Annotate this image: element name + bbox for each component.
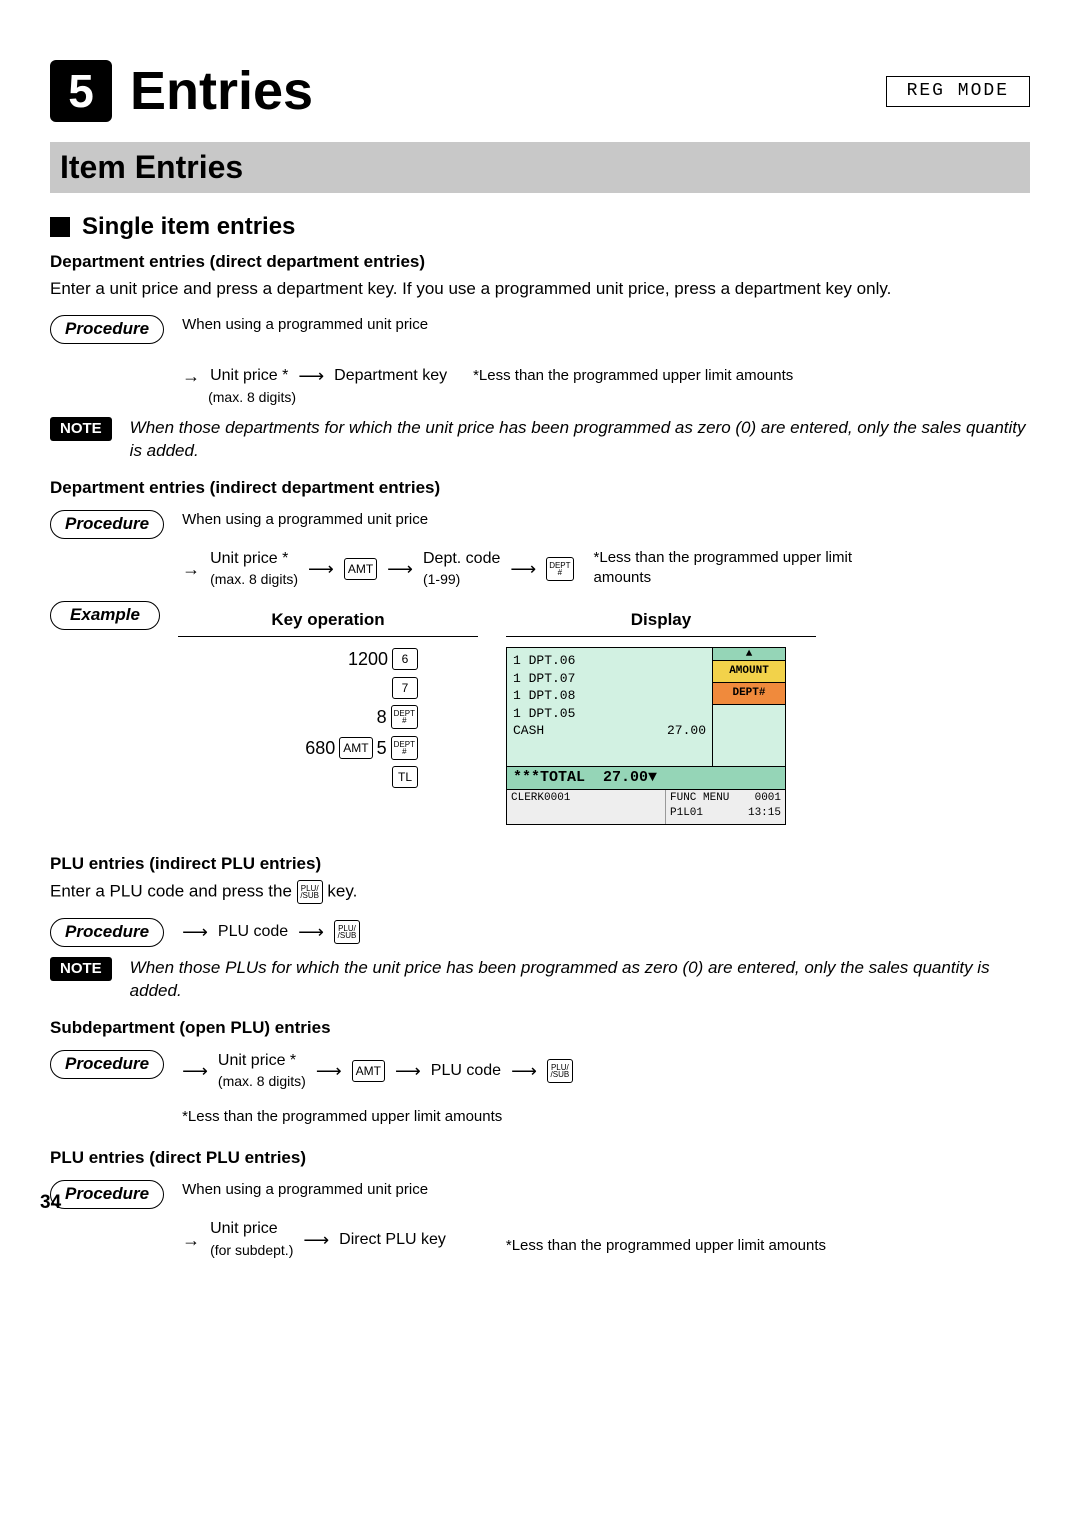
- proc2-unit-sub: (max. 8 digits): [210, 571, 298, 587]
- arrow-icon: →: [182, 1228, 200, 1252]
- procedure-indirect-dept: Procedure When using a programmed unit p…: [50, 510, 1030, 591]
- note-badge: NOTE: [50, 417, 112, 441]
- plu-sub-key-icon: PLU//SUB: [334, 920, 360, 944]
- note2-text: When those PLUs for which the unit price…: [130, 957, 1030, 1003]
- proc4-footnote: *Less than the programmed upper limit am…: [182, 1107, 1030, 1127]
- dept-direct-heading: Department entries (direct department en…: [50, 251, 1030, 274]
- proc5-unitprice: Unit price: [210, 1220, 278, 1237]
- arrow-icon: ⟶: [510, 557, 536, 581]
- dept-hash-key-icon: DEPT#: [391, 736, 418, 760]
- proc1-unit-sub: (max. 8 digits): [208, 388, 447, 407]
- arrow-icon: ⟶: [395, 1059, 421, 1083]
- page-number: 34: [40, 1190, 61, 1216]
- keyop-heading: Key operation: [178, 609, 478, 632]
- keyop-line-3: 8 DEPT#: [377, 705, 418, 729]
- keyop-line-4: 680 AMT 5 DEPT#: [305, 736, 418, 760]
- register-display: 1 DPT.06 1 DPT.07 1 DPT.08 1 DPT.05 CASH…: [506, 647, 786, 825]
- proc4-unit-sub: (max. 8 digits): [218, 1073, 306, 1089]
- plu-direct-heading: PLU entries (direct PLU entries): [50, 1147, 1030, 1170]
- procedure-subdept: Procedure ⟶ Unit price * (max. 8 digits)…: [50, 1050, 1030, 1127]
- dept-indirect-heading: Department entries (indirect department …: [50, 477, 1030, 500]
- proc5-unit-sub: (for subdept.): [210, 1242, 293, 1258]
- arrow-icon: ⟶: [387, 557, 413, 581]
- proc2-deptcode: Dept. code: [423, 550, 500, 567]
- tl-key-icon: TL: [392, 766, 418, 788]
- keyop-line-2: 7: [392, 677, 418, 699]
- display-amount-button[interactable]: AMOUNT: [713, 660, 785, 683]
- note-2: NOTE When those PLUs for which the unit …: [50, 957, 1030, 1003]
- plu-indirect-heading: PLU entries (indirect PLU entries): [50, 853, 1030, 876]
- amt-key-icon: AMT: [339, 737, 372, 759]
- num-key-icon: 6: [392, 648, 418, 670]
- proc1-deptkey: Department key: [334, 365, 447, 387]
- display-dept-button[interactable]: DEPT#: [713, 683, 785, 705]
- dept-direct-body: Enter a unit price and press a departmen…: [50, 278, 1030, 301]
- proc3-plucode: PLU code: [218, 921, 288, 943]
- procedure-badge: Procedure: [50, 510, 164, 539]
- arrow-icon: →: [182, 557, 200, 581]
- proc1-flow: → Unit price * ⟶ Department key: [182, 364, 447, 388]
- note1-text: When those departments for which the uni…: [130, 417, 1030, 463]
- proc2-unitprice: Unit price *: [210, 550, 288, 567]
- arrow-icon: ⟶: [316, 1059, 342, 1083]
- arrow-icon: ⟶: [182, 1059, 208, 1083]
- mode-indicator: REG MODE: [886, 76, 1030, 106]
- display-column: Display 1 DPT.06 1 DPT.07 1 DPT.08 1 DPT…: [506, 609, 816, 825]
- example-block: Example Key operation 1200 6 7 8 DEPT# 6…: [50, 601, 1030, 825]
- arrow-icon: ⟶: [308, 557, 334, 581]
- proc2-flow: → Unit price * (max. 8 digits) ⟶ AMT ⟶ D…: [182, 548, 573, 591]
- subhead-text: Single item entries: [82, 211, 295, 243]
- procedure-plu-indirect: Procedure ⟶ PLU code ⟶ PLU//SUB: [50, 918, 1030, 947]
- chapter-header: 5 Entries REG MODE: [50, 55, 1030, 128]
- plu-sub-key-icon: PLU//SUB: [547, 1059, 573, 1083]
- procedure-badge: Procedure: [50, 315, 164, 344]
- display-heading: Display: [506, 609, 816, 632]
- procedure-badge: Procedure: [50, 1050, 164, 1079]
- arrow-icon: ⟶: [511, 1059, 537, 1083]
- num-key-icon: 7: [392, 677, 418, 699]
- single-item-entries-heading: Single item entries: [50, 211, 1030, 243]
- key-operation-column: Key operation 1200 6 7 8 DEPT# 680 AMT 5: [178, 609, 478, 788]
- plu-indirect-body: Enter a PLU code and press the PLU//SUB …: [50, 880, 1030, 904]
- note-badge: NOTE: [50, 957, 112, 981]
- proc2-deptcode-sub: (1-99): [423, 571, 460, 587]
- proc1-unitprice: Unit price *: [210, 365, 288, 387]
- arrow-icon: ⟶: [182, 920, 208, 944]
- amt-key-icon: AMT: [344, 558, 377, 580]
- chapter-number: 5: [50, 60, 112, 122]
- arrow-icon: ⟶: [303, 1228, 329, 1252]
- procedure-plu-direct: Procedure When using a programmed unit p…: [50, 1180, 1030, 1261]
- arrow-icon: ⟶: [298, 364, 324, 388]
- display-footer: CLERK0001 FUNC MENU0001 P1L0113:15: [507, 790, 785, 824]
- keyop-line-1: 1200 6: [348, 647, 418, 671]
- example-badge: Example: [50, 601, 160, 630]
- section-title: Item Entries: [50, 142, 1030, 193]
- note-1: NOTE When those departments for which th…: [50, 417, 1030, 463]
- proc2-footnote: *Less than the programmed upper limit am…: [594, 548, 854, 589]
- proc5-directplu: Direct PLU key: [339, 1229, 446, 1251]
- subdept-heading: Subdepartment (open PLU) entries: [50, 1017, 1030, 1040]
- proc4-plucode: PLU code: [431, 1060, 501, 1082]
- procedure-badge: Procedure: [50, 918, 164, 947]
- procedure-direct-dept: Procedure When using a programmed unit p…: [50, 315, 1030, 406]
- arrow-icon: →: [182, 364, 200, 388]
- dept-hash-key-icon: DEPT#: [391, 705, 418, 729]
- chapter-title: Entries: [130, 55, 868, 128]
- amt-key-icon: AMT: [352, 1060, 385, 1082]
- display-receipt-area: 1 DPT.06 1 DPT.07 1 DPT.08 1 DPT.05 CASH…: [507, 648, 713, 766]
- square-bullet-icon: [50, 217, 70, 237]
- proc5-footnote: *Less than the programmed upper limit am…: [506, 1236, 826, 1256]
- procedure-badge: Procedure: [50, 1180, 164, 1209]
- proc4-unitprice: Unit price *: [218, 1052, 296, 1069]
- proc2-topnote: When using a programmed unit price: [182, 510, 1030, 530]
- dept-hash-key-icon: DEPT#: [546, 557, 573, 581]
- proc5-topnote: When using a programmed unit price: [182, 1180, 1030, 1200]
- arrow-icon: ⟶: [298, 920, 324, 944]
- plu-sub-key-icon: PLU//SUB: [297, 880, 323, 904]
- proc1-topnote: When using a programmed unit price: [182, 315, 1030, 335]
- proc1-footnote: *Less than the programmed upper limit am…: [473, 366, 793, 386]
- display-total-row: ***TOTAL 27.00▼: [507, 766, 785, 790]
- triangle-up-icon: ▲: [713, 648, 785, 660]
- keyop-line-5: TL: [392, 766, 418, 788]
